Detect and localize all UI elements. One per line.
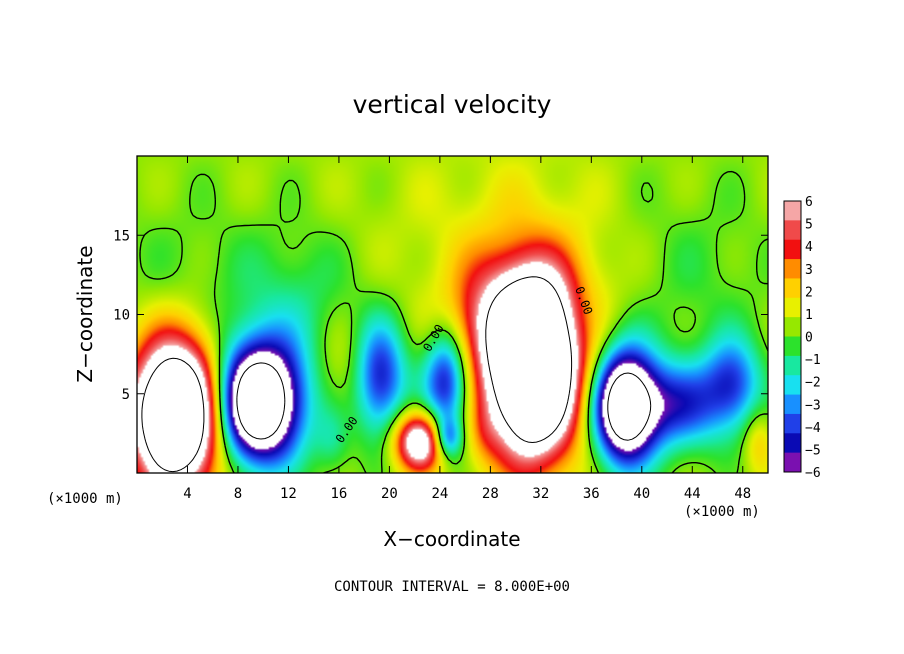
y-tick-label: 10 [113, 308, 130, 324]
colorbar-label: −5 [805, 443, 821, 458]
colorbar-label: 5 [805, 218, 813, 233]
colorbar-label: 6 [805, 195, 813, 210]
colorbar-swatch [784, 278, 801, 299]
colorbar-swatch [784, 375, 801, 396]
x-tick-label: 12 [280, 486, 297, 502]
contour-lines [139, 170, 768, 473]
contour-line [236, 362, 652, 441]
colorbar-label: −2 [805, 376, 821, 391]
colorbar-label: −6 [805, 466, 821, 481]
contour-interval-note: CONTOUR INTERVAL = 8.000E+00 [334, 579, 570, 595]
colorbar-label: 2 [805, 285, 813, 300]
colorbar-swatch [784, 201, 801, 221]
x-tick-label: 16 [330, 486, 347, 502]
x-tick-label: 36 [583, 486, 600, 502]
y-tick-label: 5 [122, 387, 130, 403]
x-axis-ticks: 4 8 12 16 20 24 28 32 36 40 44 48 [183, 156, 751, 502]
y-axis-ticks: 5 10 15 [113, 228, 768, 403]
x-tick-label: 8 [234, 486, 242, 502]
colorbar-swatch [784, 336, 801, 357]
colorbar-swatch [784, 220, 801, 241]
x-axis-label: X−coordinate [383, 527, 520, 551]
colorbar-label: 0 [805, 331, 813, 346]
colorbar-swatch [784, 317, 801, 337]
x-tick-label: 32 [532, 486, 549, 502]
colorbar-swatch [784, 239, 801, 260]
chart-title: vertical velocity [353, 90, 552, 119]
heatmap-layer [137, 156, 768, 473]
x-tick-label: 28 [482, 486, 499, 502]
colorbar-swatch [784, 394, 801, 415]
colorbar-swatch [784, 259, 801, 279]
x-tick-label: 24 [431, 486, 448, 502]
colorbar-swatch [784, 452, 801, 473]
colorbar-label: 1 [805, 308, 813, 323]
contour-line [141, 276, 573, 473]
colorbar: 6 5 4 3 2 1 0 −1 −2 −3 −4 −5 −6 [783, 195, 821, 481]
colorbar-frame [783, 200, 802, 473]
colorbar-label: −1 [805, 353, 821, 368]
colorbar-label: 4 [805, 240, 813, 255]
x-axis-unit-right: (×1000 m) [684, 504, 760, 520]
x-tick-label: 40 [633, 486, 650, 502]
y-tick-label: 15 [113, 228, 130, 244]
y-axis-label: Z−coordinate [73, 245, 97, 382]
colorbar-swatch [784, 413, 801, 434]
x-axis-unit-left: (×1000 m) [47, 491, 123, 507]
x-tick-label: 48 [734, 486, 751, 502]
colorbar-label: 3 [805, 263, 813, 278]
x-tick-label: 4 [183, 486, 191, 502]
colorbar-swatch [784, 433, 801, 454]
x-tick-label: 44 [684, 486, 701, 502]
colorbar-swatch [784, 355, 801, 376]
contour-line [139, 170, 768, 473]
colorbar-label: −4 [805, 421, 821, 436]
colorbar-swatch [784, 297, 801, 318]
velocity-field-image [137, 156, 768, 473]
colorbar-label: −3 [805, 398, 821, 413]
x-tick-label: 20 [381, 486, 398, 502]
